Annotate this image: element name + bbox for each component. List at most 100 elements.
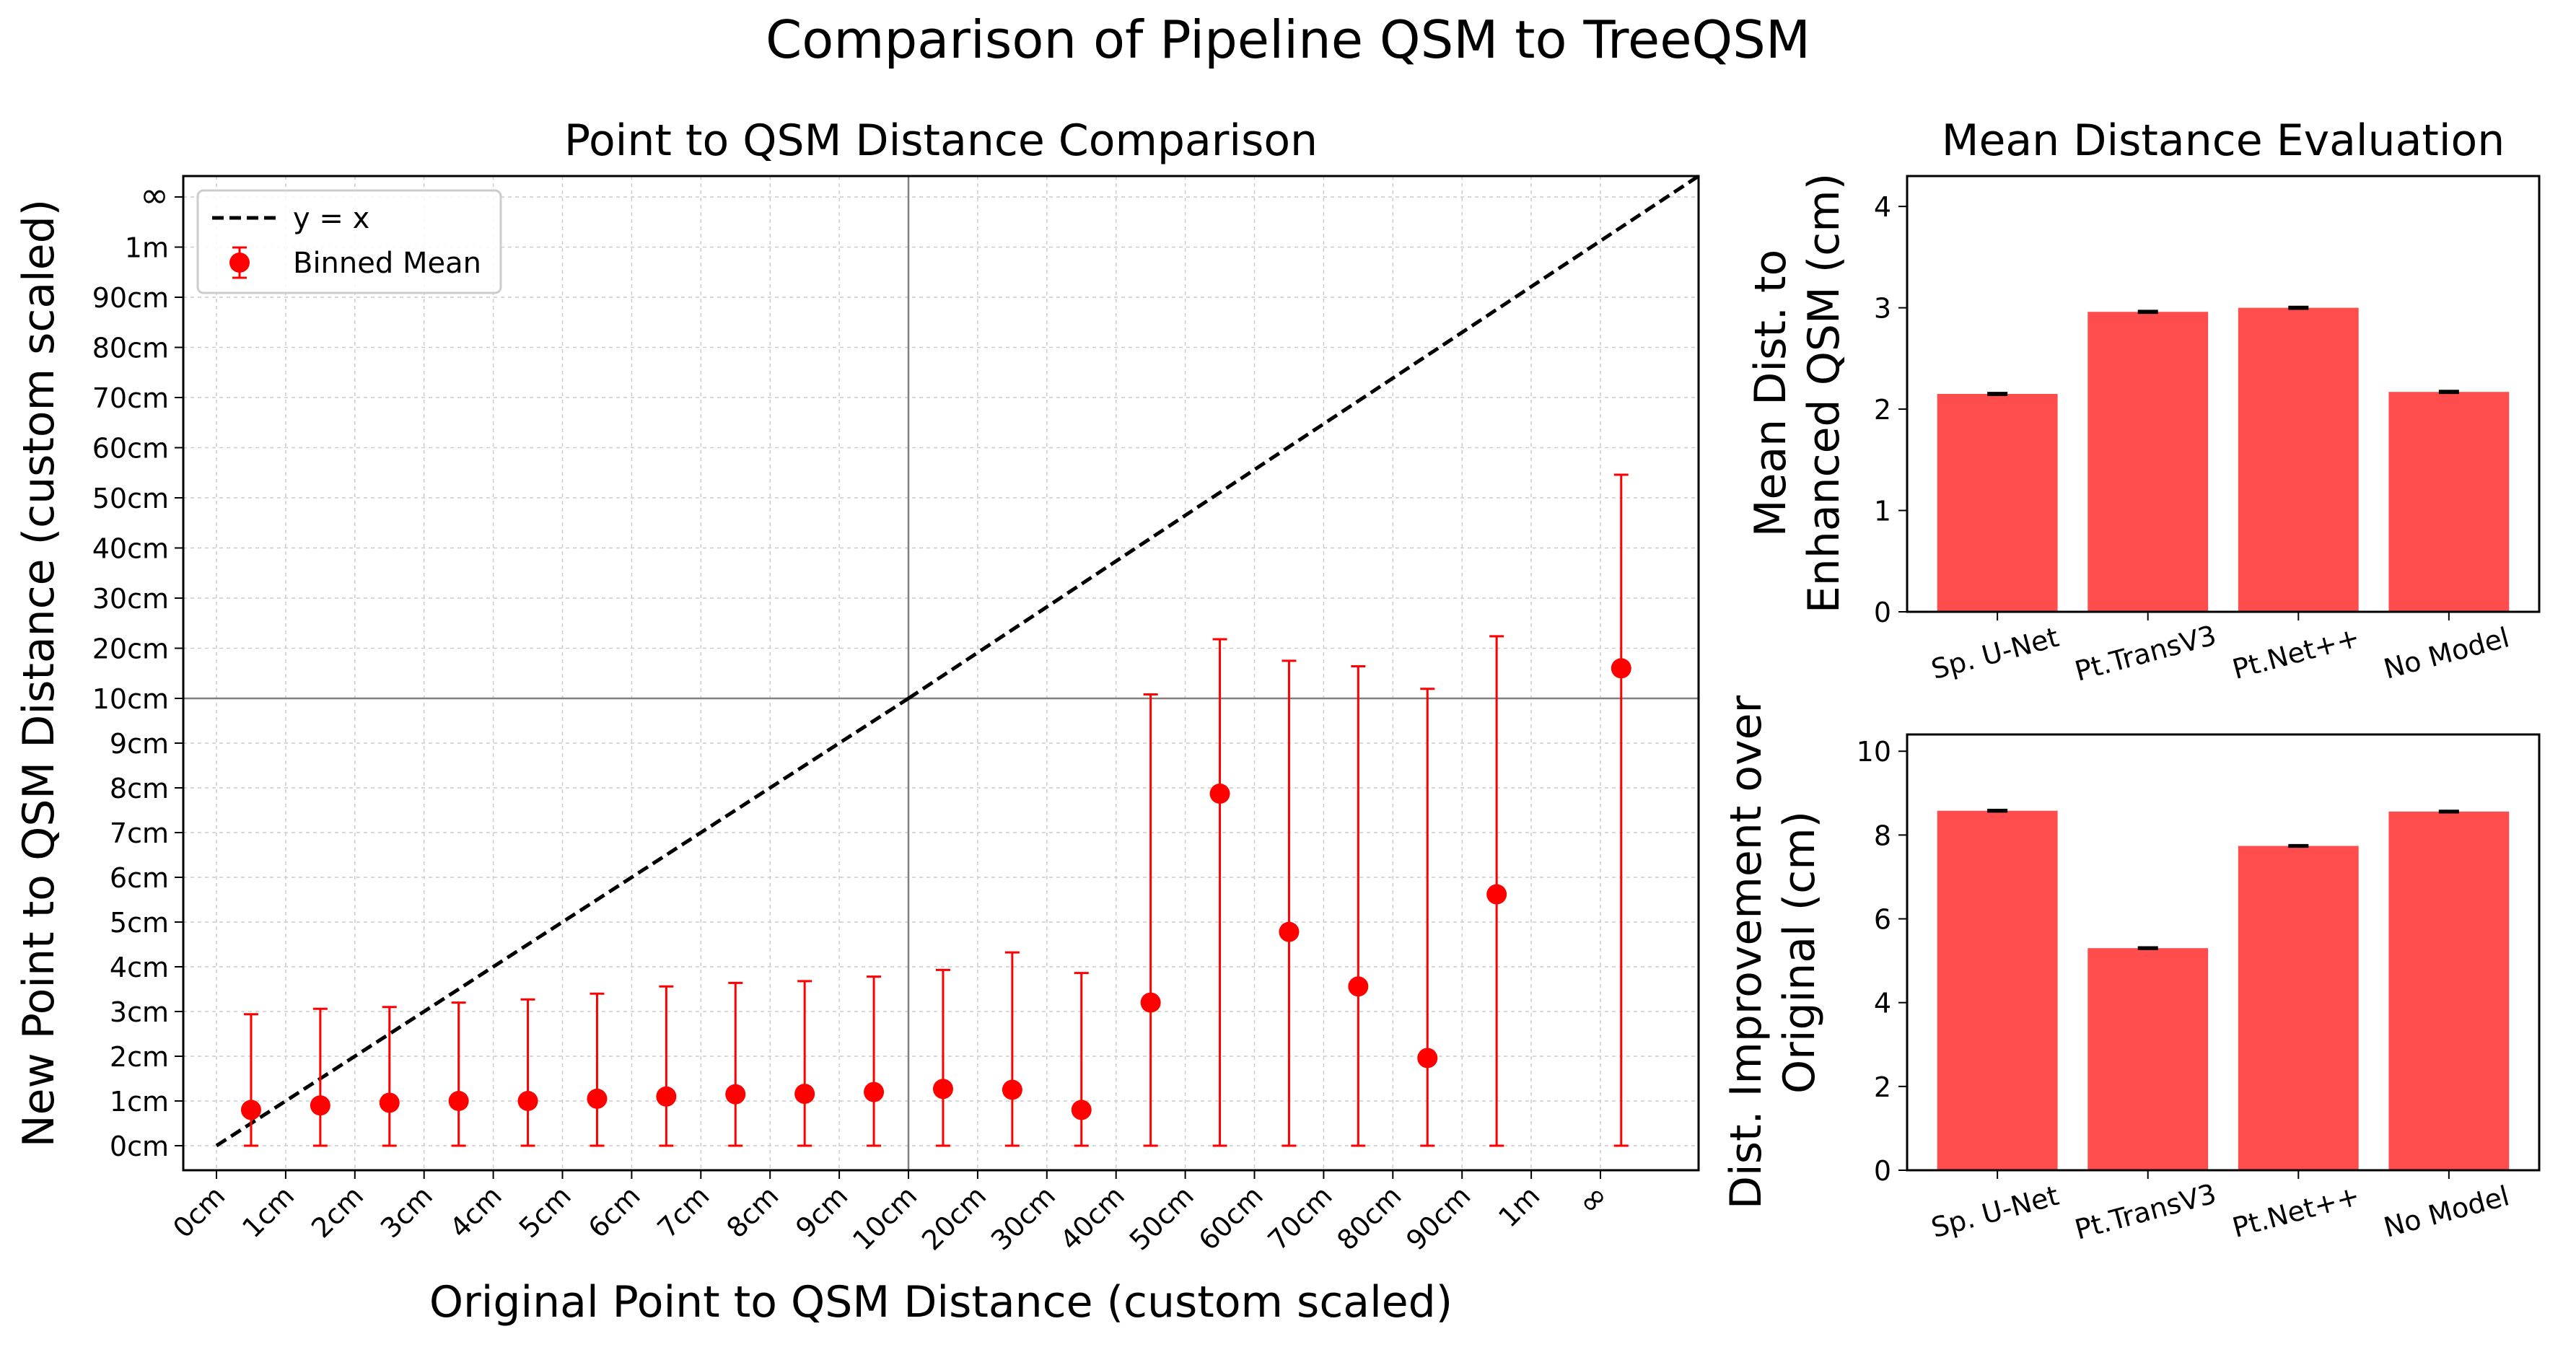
x-tick-label: 30cm: [985, 1180, 1061, 1256]
bar-x-tick-label: Pt.TransV3: [2072, 619, 2220, 687]
binned-mean-point: [310, 1095, 330, 1116]
y-tick-label: 70cm: [92, 382, 169, 414]
bar1-bars: [1937, 305, 2510, 612]
bar1-y-ticks: 0 1 2 3 4: [1874, 191, 1907, 628]
binned-mean-point: [1611, 658, 1631, 679]
x-tick-label: 7cm: [652, 1180, 716, 1244]
bar2-axes-frame: [1906, 733, 2541, 1172]
x-tick-label: 50cm: [1123, 1180, 1200, 1256]
binned-mean-point: [517, 1091, 538, 1111]
bar: [2087, 312, 2209, 612]
bar-x-tick-label: Pt.TransV3: [2072, 1177, 2220, 1245]
y-tick-label: 50cm: [92, 483, 169, 514]
x-tick-label: 8cm: [720, 1180, 784, 1244]
bar-y-tick-label: 3: [1874, 293, 1891, 325]
bar-y-tick-label: 8: [1874, 820, 1891, 851]
x-tick-label: 90cm: [1400, 1180, 1476, 1256]
bar-x-tick-label: Sp. U-Net: [1928, 1180, 2062, 1244]
bar-x-tick-label: No Model: [2380, 1180, 2513, 1244]
bar2-bars: [1937, 809, 2510, 1170]
y-tick-label: 10cm: [92, 683, 169, 715]
bar1-ylabel-line1: Mean Dist. to: [1745, 250, 1796, 538]
bar-y-tick-label: 4: [1874, 191, 1891, 223]
scatter-title: Point to QSM Distance Comparison: [564, 115, 1318, 166]
bar1-x-ticks: Sp. U-Net Pt.TransV3 Pt.Net++ No Model: [1928, 612, 2513, 688]
bar2-x-ticks: Sp. U-Net Pt.TransV3 Pt.Net++ No Model: [1928, 1170, 2513, 1246]
x-tick-label: 9cm: [789, 1180, 854, 1244]
bar-y-tick-label: 4: [1874, 988, 1891, 1019]
binned-mean-point: [1140, 992, 1161, 1013]
bar1-axes-frame: [1906, 175, 2541, 613]
bar-y-tick-label: 2: [1874, 1071, 1891, 1103]
y-tick-label: 1m: [125, 232, 169, 264]
diagonal-line-lower: [215, 696, 910, 1148]
bar: [2388, 811, 2510, 1170]
bar-x-tick-label: Sp. U-Net: [1928, 621, 2062, 685]
y-tick-label: 6cm: [110, 862, 169, 894]
binned-mean-point: [932, 1079, 953, 1100]
bar-y-tick-label: 0: [1874, 1155, 1891, 1187]
bar: [2238, 846, 2359, 1170]
y-tick-label: 3cm: [110, 996, 169, 1028]
bar1-ylabel-line2: Enhanced QSM (cm): [1799, 173, 1849, 613]
binned-mean-points: [240, 658, 1631, 1120]
x-tick-label: 5cm: [513, 1180, 577, 1244]
y-tick-label: 20cm: [92, 633, 169, 665]
scatter-xlabel: Original Point to QSM Distance (custom s…: [429, 1277, 1453, 1328]
bar-x-tick-label: Pt.Net++: [2229, 1180, 2363, 1244]
scatter-reference-lines: [183, 176, 1699, 1170]
y-tick-label: 30cm: [92, 583, 169, 615]
bar2-ylabel-line2: Original (cm): [1774, 811, 1825, 1094]
binned-mean-point: [1279, 921, 1300, 942]
x-tick-label: ∞: [1569, 1176, 1616, 1223]
binned-mean-point: [656, 1086, 677, 1107]
x-tick-label: 3cm: [374, 1180, 439, 1244]
x-tick-label: 6cm: [582, 1180, 647, 1244]
bar: [2388, 392, 2510, 612]
bar: [2087, 948, 2209, 1170]
x-tick-label: 10cm: [846, 1180, 923, 1256]
y-tick-label: 90cm: [92, 282, 169, 314]
bar-y-tick-label: 2: [1874, 394, 1891, 426]
binned-mean-point: [1417, 1048, 1438, 1069]
binned-mean-point: [379, 1092, 400, 1113]
figure-title: Comparison of Pipeline QSM to TreeQSM: [766, 9, 1810, 70]
scatter-panel: Point to QSM Distance Comparison 0cm 1cm 2…: [14, 115, 1700, 1328]
binned-mean-point: [1486, 884, 1507, 905]
legend-marker-swatch: [229, 253, 250, 273]
bar: [1937, 810, 2058, 1170]
bar: [2238, 307, 2359, 612]
bar-y-tick-label: 10: [1857, 736, 1891, 768]
bar1-title: Mean Distance Evaluation: [1942, 115, 2505, 166]
legend-label-binned-mean: Binned Mean: [293, 247, 481, 280]
y-tick-label: 60cm: [92, 433, 169, 465]
binned-mean-point: [240, 1100, 261, 1120]
x-tick-label: 70cm: [1262, 1180, 1339, 1256]
x-tick-label: 60cm: [1193, 1180, 1269, 1256]
x-tick-label: 2cm: [305, 1180, 369, 1244]
y-tick-label: 1cm: [110, 1086, 169, 1118]
x-tick-label: 1cm: [236, 1180, 300, 1244]
y-tick-label: 4cm: [110, 952, 169, 983]
scatter-x-ticks: 0cm 1cm 2cm 3cm 4cm 5cm 6cm 7cm 8cm 9cm10cm20cm30…: [167, 1170, 1616, 1257]
bar-panel-improvement: 0 2 4 6 8 10 Sp. U-Net Pt.TransV3 Pt.Net++ No Mo…: [1721, 696, 2541, 1246]
bar: [1937, 394, 2058, 612]
binned-mean-point: [725, 1084, 746, 1105]
x-tick-label: 80cm: [1331, 1180, 1407, 1256]
legend: y = x Binned Mean: [196, 189, 502, 294]
y-tick-label: 8cm: [110, 773, 169, 804]
y-tick-label: 0cm: [110, 1131, 169, 1162]
x-tick-label: 4cm: [444, 1180, 508, 1244]
binned-mean-point: [1071, 1100, 1092, 1120]
bar-x-tick-label: Pt.Net++: [2229, 621, 2363, 685]
errorbars: [243, 473, 1629, 1147]
binned-mean-point: [1348, 976, 1369, 997]
x-tick-label: 40cm: [1054, 1180, 1131, 1256]
scatter-ylabel: New Point to QSM Distance (custom scaled…: [14, 199, 64, 1147]
legend-label-diagonal: y = x: [293, 202, 369, 235]
y-tick-label: ∞: [140, 175, 169, 216]
bar2-ylabel-line1: Dist. Improvement over: [1721, 696, 1771, 1210]
diagonal-line-group: [215, 174, 1700, 1148]
x-tick-label: 20cm: [916, 1180, 992, 1256]
